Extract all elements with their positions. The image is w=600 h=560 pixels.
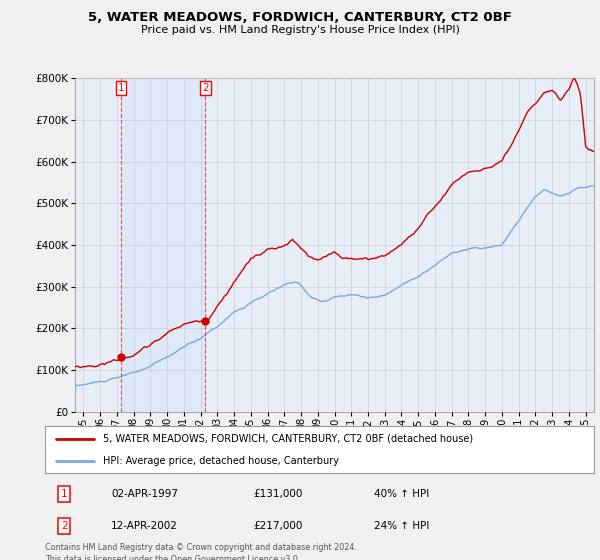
Text: 02-APR-1997: 02-APR-1997 [111, 489, 178, 499]
Text: £131,000: £131,000 [254, 489, 303, 499]
Text: 2: 2 [61, 521, 68, 531]
Text: 12-APR-2002: 12-APR-2002 [111, 521, 178, 531]
Text: 5, WATER MEADOWS, FORDWICH, CANTERBURY, CT2 0BF: 5, WATER MEADOWS, FORDWICH, CANTERBURY, … [88, 11, 512, 24]
Text: Price paid vs. HM Land Registry's House Price Index (HPI): Price paid vs. HM Land Registry's House … [140, 25, 460, 35]
Text: Contains HM Land Registry data © Crown copyright and database right 2024.
This d: Contains HM Land Registry data © Crown c… [45, 543, 357, 560]
Text: £217,000: £217,000 [254, 521, 303, 531]
Text: 40% ↑ HPI: 40% ↑ HPI [374, 489, 430, 499]
Text: 1: 1 [118, 83, 124, 94]
Text: 2: 2 [202, 83, 209, 94]
Text: 5, WATER MEADOWS, FORDWICH, CANTERBURY, CT2 0BF (detached house): 5, WATER MEADOWS, FORDWICH, CANTERBURY, … [103, 434, 473, 444]
Text: HPI: Average price, detached house, Canterbury: HPI: Average price, detached house, Cant… [103, 456, 338, 466]
Text: 24% ↑ HPI: 24% ↑ HPI [374, 521, 430, 531]
Bar [121, 78, 205, 412]
Text: 1: 1 [61, 489, 68, 499]
